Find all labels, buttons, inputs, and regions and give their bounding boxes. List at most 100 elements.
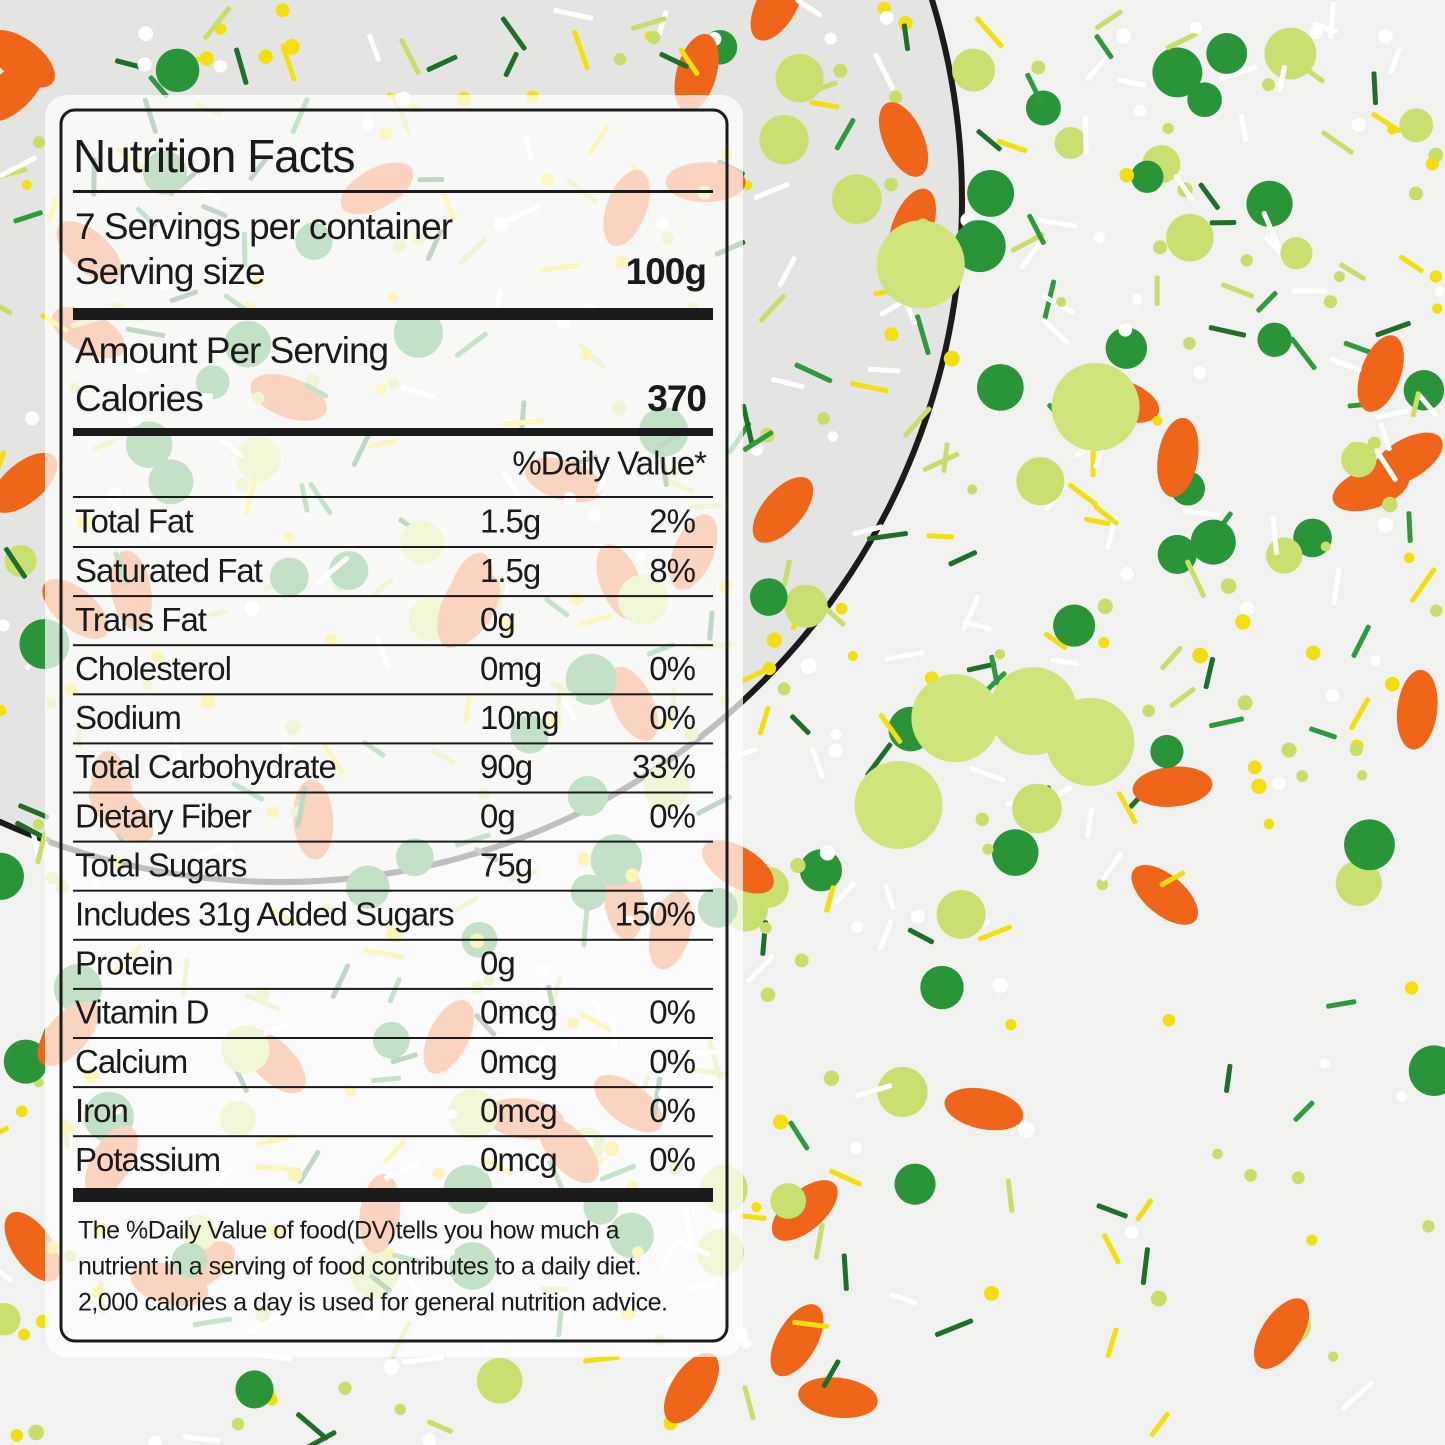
nonpareil: [15, 1105, 28, 1118]
big-pearl: [911, 674, 1000, 763]
carrot: [1157, 417, 1199, 498]
nonpareil: [759, 922, 772, 934]
nonpareil: [1387, 124, 1398, 135]
sprinkle: [1140, 1247, 1150, 1285]
sprinkle: [1160, 646, 1183, 671]
nonpareil: [800, 657, 817, 674]
sprinkle: [1309, 726, 1337, 740]
pearl: [1054, 127, 1087, 160]
sprinkle: [1154, 275, 1160, 306]
nonpareil: [1133, 104, 1147, 117]
nonpareil: [1152, 415, 1163, 426]
sprinkle: [771, 376, 805, 390]
nonpareil: [1239, 601, 1255, 617]
pearl: [977, 364, 1024, 411]
thick-rule: [73, 428, 713, 436]
carrot: [0, 452, 58, 513]
sprinkle: [877, 919, 894, 951]
sprinkle: [974, 16, 1004, 49]
sprinkle: [969, 765, 1006, 783]
sprinkle: [1019, 242, 1042, 270]
carrot: [663, 1352, 720, 1424]
sprinkle: [1102, 1233, 1121, 1265]
sprinkle: [401, 1355, 444, 1365]
pearl: [1016, 457, 1065, 506]
pearl: [1341, 442, 1377, 478]
nonpareil: [879, 11, 894, 25]
sprinkle: [1094, 34, 1114, 60]
pearl: [894, 1163, 936, 1205]
sprinkle: [35, 831, 48, 865]
nonpareil: [751, 1202, 762, 1213]
nonpareil: [1429, 270, 1442, 283]
nonpareil: [992, 977, 1008, 994]
calories-label: Calories: [75, 378, 203, 419]
sprinkle: [1149, 1411, 1170, 1438]
row-rule: [73, 693, 713, 696]
pearl: [1131, 160, 1164, 193]
nonpareil: [1212, 1148, 1223, 1160]
big-pearl: [876, 220, 965, 309]
nonpareil: [1093, 231, 1105, 243]
nonpareil: [1247, 760, 1262, 775]
nonpareil: [847, 650, 858, 662]
nonpareil: [1408, 186, 1423, 201]
pearl: [991, 829, 1039, 876]
nonpareil: [1430, 604, 1443, 617]
sprinkle: [739, 1213, 767, 1221]
carrot: [1253, 1298, 1310, 1369]
nonpareil: [833, 63, 848, 78]
sprinkle: [1096, 1203, 1128, 1219]
sprinkle: [867, 366, 901, 374]
sprinkle: [13, 210, 43, 224]
nutrient-amount: 0mcg: [480, 1141, 557, 1178]
nonpareil: [1271, 776, 1286, 791]
sprinkle: [852, 524, 884, 537]
nonpareil: [1162, 122, 1174, 135]
pearl: [1166, 213, 1214, 262]
sprinkle: [926, 533, 955, 540]
nonpareil: [1367, 436, 1381, 450]
nutrient-rows: Total Fat 1.5g 2% Saturated Fat 1.5g 8% Trans …: [73, 503, 713, 1178]
nutrient-dv: 0%: [649, 650, 695, 687]
serving-size-label: Serving size: [75, 251, 265, 292]
sprinkle: [148, 75, 169, 99]
pearl: [1344, 819, 1395, 871]
nutrient-name: Cholesterol: [75, 650, 231, 687]
amount-per-serving: Amount Per Serving: [75, 330, 388, 371]
sprinkle: [777, 256, 797, 288]
nonpareil: [1119, 167, 1135, 183]
nonpareil: [1251, 778, 1267, 794]
carrot: [1132, 766, 1213, 807]
nonpareil: [1404, 981, 1419, 995]
nonpareil: [1378, 29, 1393, 44]
nonpareil: [1327, 1351, 1339, 1362]
sprinkle: [1341, 1380, 1374, 1411]
sprinkle: [1329, 356, 1362, 373]
nonpareil: [819, 845, 836, 861]
nonpareil: [394, 1403, 406, 1416]
nonpareil: [1097, 598, 1113, 614]
row-rule: [73, 1086, 713, 1089]
sprinkle: [426, 54, 458, 72]
sprinkle: [295, 1412, 329, 1441]
sprinkle: [948, 550, 978, 567]
nonpareil: [1183, 337, 1196, 350]
sprinkle: [500, 16, 527, 51]
pearl: [0, 1303, 21, 1336]
row-rule: [73, 644, 713, 647]
pearl: [1187, 82, 1222, 118]
thick-rule: [73, 308, 713, 320]
sprinkle: [1388, 47, 1402, 75]
nonpareil: [1325, 688, 1340, 702]
sprinkle: [820, 603, 846, 627]
nonpareil: [830, 728, 842, 740]
nonpareil: [773, 1114, 789, 1130]
sprinkle: [834, 881, 857, 905]
row-rule: [73, 1135, 713, 1138]
nonpareil: [1125, 1225, 1139, 1239]
nonpareil: [1263, 818, 1275, 830]
sprinkle: [0, 155, 37, 178]
rule: [73, 496, 713, 498]
sprinkle: [1084, 516, 1110, 526]
